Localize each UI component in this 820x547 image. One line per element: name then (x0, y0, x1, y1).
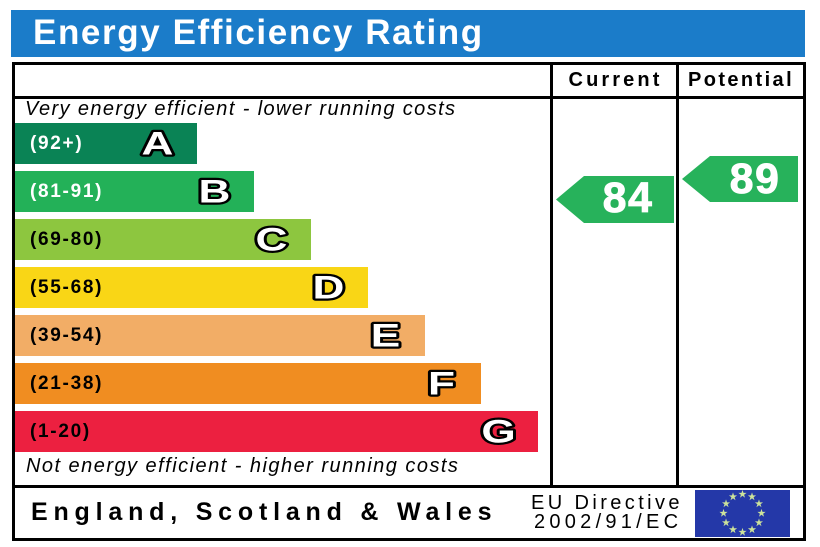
svg-text:C: C (256, 222, 288, 258)
svg-text:B: B (199, 174, 231, 210)
svg-text:E: E (371, 318, 400, 354)
svg-text:F: F (428, 366, 455, 402)
svg-text:G: G (481, 414, 515, 450)
svg-text:D: D (313, 270, 345, 306)
svg-text:A: A (142, 126, 174, 162)
